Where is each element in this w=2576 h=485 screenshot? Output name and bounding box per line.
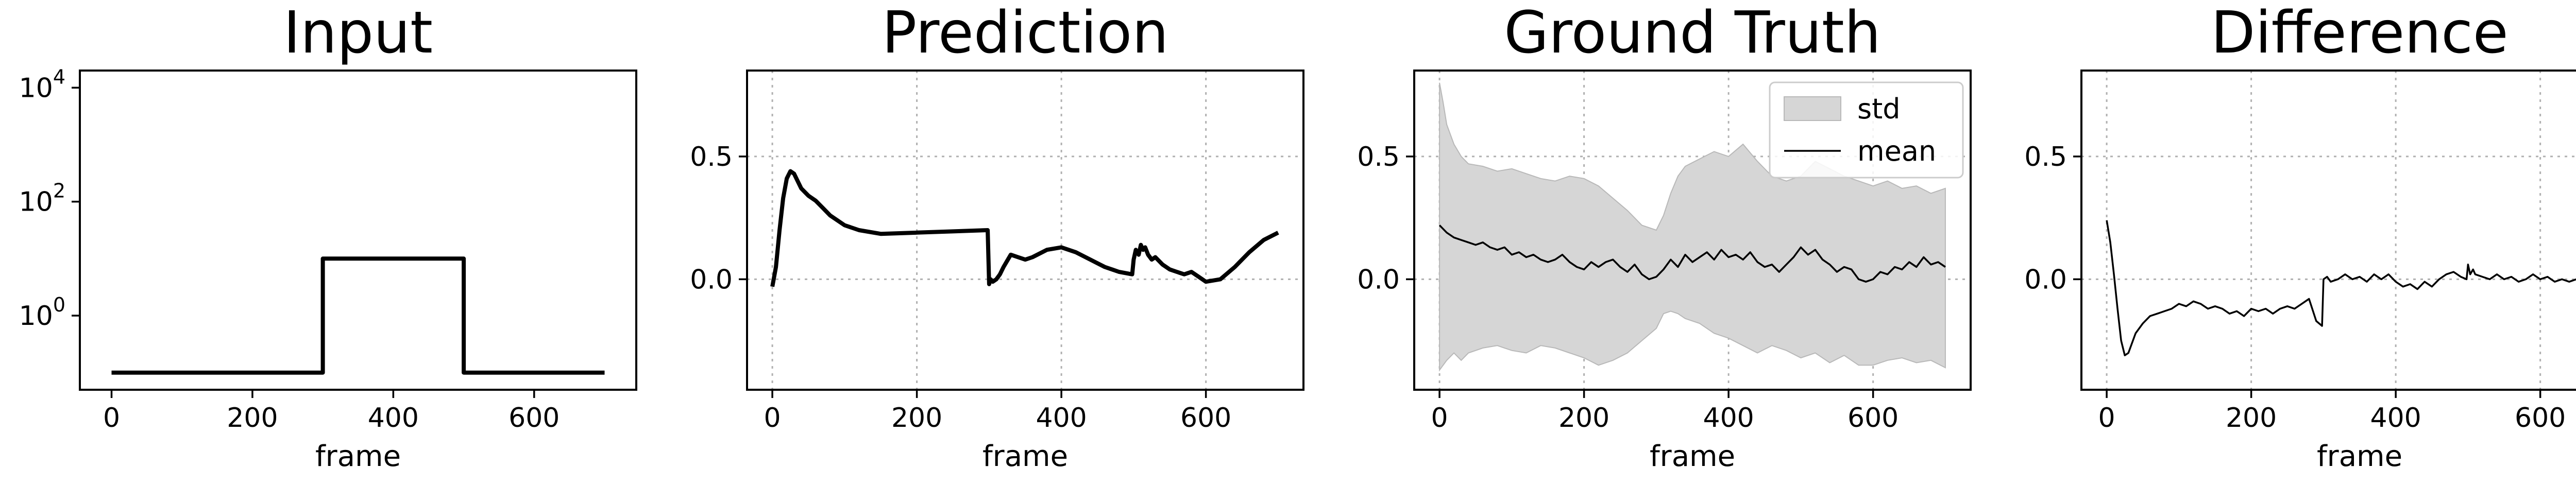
series-line-1 — [770, 169, 1279, 287]
series-line-1 — [1438, 224, 1946, 283]
x-tick-label: 200 — [2226, 403, 2277, 434]
axes-frame — [79, 70, 637, 391]
y-tick-label: 102 — [19, 180, 65, 218]
x-tick-label: 0 — [103, 403, 120, 434]
y-tick-label: 0.0 — [2024, 264, 2067, 295]
axes-frame — [1413, 70, 1972, 391]
legend: std mean — [1769, 81, 1964, 179]
plot-area — [770, 169, 1279, 287]
plot-area — [2106, 220, 2576, 356]
axes-frame — [746, 70, 1304, 391]
x-tick-label: 600 — [509, 403, 560, 434]
x-tick-label: 400 — [1703, 403, 1754, 434]
x-tick-label: 600 — [1180, 403, 1231, 434]
x-tick-label: 600 — [1848, 403, 1899, 434]
chart-title: Input — [283, 0, 433, 66]
y-tick-label: 0.0 — [690, 264, 733, 295]
y-tick-label: 0.5 — [1357, 142, 1400, 172]
chart-panel-1: 0 200 400 600 100 102 104 Input frame — [19, 0, 637, 473]
chart-panel-2: 0 200 400 600 0.0 0.5 Prediction frame — [690, 0, 1304, 473]
x-tick-label: 400 — [2370, 403, 2421, 434]
chart-panel-4: 0 200 400 600 0.0 0.5 Difference frame — [2024, 0, 2576, 473]
std-band — [1439, 82, 1946, 372]
x-tick-label: 0 — [764, 403, 781, 434]
chart-title: Ground Truth — [1504, 0, 1880, 66]
plot-area — [1438, 82, 1946, 372]
x-axis-label: frame — [1650, 440, 1735, 473]
legend-label-std: std — [1857, 93, 1901, 125]
x-axis-label: frame — [315, 440, 401, 473]
chart-title: Difference — [2211, 0, 2508, 66]
x-tick-label: 200 — [227, 403, 278, 434]
series-line-1 — [111, 256, 605, 375]
x-axis-label: frame — [2317, 440, 2402, 473]
y-tick-label: 104 — [19, 65, 65, 103]
x-axis-label: frame — [982, 440, 1068, 473]
x-tick-label: 0 — [2098, 403, 2115, 434]
x-tick-label: 200 — [891, 403, 942, 434]
x-tick-label: 0 — [1431, 403, 1448, 434]
x-tick-label: 200 — [1558, 403, 1609, 434]
series-line-1 — [2106, 220, 2576, 356]
legend-label-mean: mean — [1857, 135, 1936, 167]
plot-area — [111, 256, 605, 375]
x-tick-label: 400 — [368, 403, 419, 434]
y-tick-label: 0.0 — [1357, 264, 1400, 295]
y-tick-label: 0.5 — [690, 142, 733, 172]
x-tick-label: 600 — [2515, 403, 2566, 434]
legend-swatch-std — [1784, 96, 1841, 121]
axes-frame — [2080, 70, 2576, 391]
x-tick-label: 400 — [1036, 403, 1087, 434]
chart-panel-3: 0 200 400 600 0.0 0.5 Ground Truth frame std mean — [1357, 0, 1972, 473]
y-tick-label: 100 — [19, 293, 65, 332]
chart-title: Prediction — [882, 0, 1168, 66]
y-tick-label: 0.5 — [2024, 142, 2067, 172]
